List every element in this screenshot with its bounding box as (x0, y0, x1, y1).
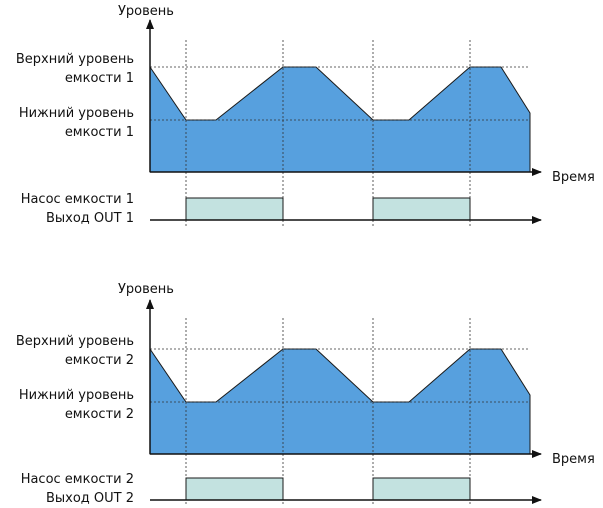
tank-1-lower-label-tank: емкости 1 (65, 125, 134, 140)
tank-1-level-area (149, 65, 531, 173)
tank-1-pump-label: Насос емкости 1 (21, 192, 134, 207)
tank-1-x-axis-label: Время (552, 170, 595, 185)
tank-2-x-axis-label: Время (552, 452, 595, 467)
tank-1-panel: Уровень Время Верхний уровень емкости 1 … (16, 4, 595, 226)
tank-2-output-label: Выход OUT 2 (46, 491, 134, 506)
tank-2-panel: Уровень Время Верхний уровень емкости 2 … (16, 282, 595, 506)
tank-1-output-label: Выход OUT 1 (46, 211, 134, 226)
tank-2-lower-label-tank: емкости 2 (65, 407, 134, 422)
tank-1-upper-label: Верхний уровень (16, 52, 134, 67)
tank-1-upper-label-tank: емкости 1 (65, 71, 134, 86)
tank-2-lower-label: Нижний уровень (19, 388, 134, 403)
tank-1-y-axis-label: Уровень (118, 4, 174, 19)
tank-2-y-axis-label: Уровень (118, 282, 174, 297)
tank-1-pump-on-pulse (372, 197, 471, 221)
tank-2-pump-on-pulse (185, 477, 284, 501)
tank-2-pump-on-pulse (372, 477, 471, 501)
tank-2-upper-label: Верхний уровень (16, 334, 134, 349)
tank-2-pump-label: Насос емкости 2 (21, 472, 134, 487)
tank-2-level-area (149, 347, 531, 455)
tank-2-upper-label-tank: емкости 2 (65, 353, 134, 368)
tank-1-pump-on-pulse (185, 197, 284, 221)
tank-1-lower-label: Нижний уровень (19, 106, 134, 121)
